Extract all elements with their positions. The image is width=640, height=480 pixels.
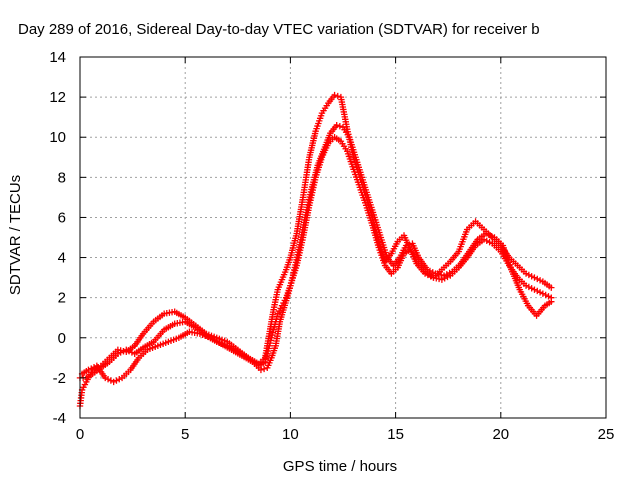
x-tick-label: 5 (181, 426, 189, 443)
data-point (123, 346, 130, 354)
data-point (536, 289, 544, 296)
data-point (120, 347, 127, 355)
data-point (528, 273, 535, 280)
data-point (438, 276, 446, 283)
data-point (522, 282, 530, 289)
data-point (539, 290, 547, 297)
y-tick-label: 10 (49, 129, 66, 146)
data-point (486, 238, 493, 246)
x-tick-label: 10 (282, 426, 299, 443)
data-point (534, 275, 541, 283)
data-point (531, 286, 538, 293)
x-tick-label: 15 (387, 426, 404, 443)
data-point (260, 365, 268, 373)
data-point (482, 230, 490, 237)
data-point (430, 274, 437, 281)
chart-title: Day 289 of 2016, Sidereal Day-to-day VTE… (18, 21, 540, 38)
data-point (432, 270, 439, 277)
data-point (545, 293, 552, 300)
data-point (423, 266, 431, 273)
y-tick-label: 2 (58, 290, 66, 307)
data-point (107, 377, 115, 384)
data-point (536, 277, 544, 284)
data-markers (76, 91, 555, 410)
y-axis-label: SDTVAR / TECUs (7, 175, 24, 295)
data-point (534, 287, 541, 295)
data-point (426, 267, 434, 275)
data-point (331, 91, 338, 99)
data-point (406, 241, 413, 248)
data-point (525, 283, 533, 291)
x-tick-label: 25 (598, 426, 615, 443)
x-tick-label: 0 (76, 426, 84, 443)
data-point (402, 242, 410, 249)
y-tick-label: -4 (53, 410, 66, 427)
data-point (531, 274, 538, 281)
data-point (435, 275, 443, 283)
data-point (440, 272, 448, 279)
data-point (104, 376, 112, 383)
data-point (485, 231, 493, 239)
data-point (110, 378, 117, 386)
data-point (429, 269, 436, 276)
data-point (528, 285, 535, 292)
data-point (488, 232, 495, 240)
x-axis-label: GPS time / hours (283, 458, 397, 475)
data-point (433, 275, 440, 282)
x-tick-label: 20 (492, 426, 509, 443)
data-point (257, 366, 265, 374)
data-point (333, 121, 340, 129)
data-point (334, 92, 341, 100)
data-point (336, 122, 344, 130)
y-tick-label: 0 (58, 330, 66, 347)
data-point (483, 237, 490, 245)
data-point (525, 271, 533, 279)
data-point (113, 377, 120, 384)
y-tick-label: 8 (58, 169, 66, 186)
x-axis-ticks: 0 5 10 15 20 25 (76, 57, 615, 443)
y-tick-label: -2 (53, 370, 66, 387)
data-point (435, 271, 442, 278)
data-point (88, 365, 95, 372)
y-tick-label: 6 (58, 209, 66, 226)
data-point (90, 363, 98, 371)
data-point (522, 270, 530, 277)
data-point (85, 366, 92, 374)
data-point (125, 347, 133, 355)
data-point (443, 271, 450, 278)
y-tick-label: 14 (49, 49, 66, 66)
data-point (102, 374, 109, 382)
y-tick-label: 4 (58, 250, 66, 267)
plot-frame (79, 56, 607, 419)
y-tick-label: 12 (49, 89, 66, 106)
y-axis-ticks: -4 -2 0 2 4 6 8 10 12 14 (49, 49, 606, 427)
data-point (446, 269, 453, 277)
data-point (116, 376, 123, 383)
data-point (548, 284, 555, 291)
data-point (548, 298, 555, 305)
data-point (117, 349, 124, 356)
data-point (542, 291, 549, 299)
grid-lines (80, 57, 606, 418)
data-point (437, 271, 445, 279)
data-point (114, 350, 122, 358)
